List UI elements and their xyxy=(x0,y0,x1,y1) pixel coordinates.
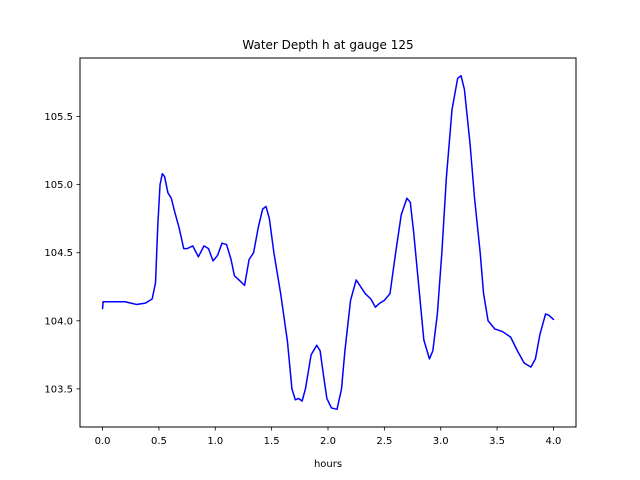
x-tick-label: 1.5 xyxy=(264,436,280,447)
x-tick-label: 0.5 xyxy=(151,436,167,447)
y-tick-label: 103.5 xyxy=(44,384,73,395)
x-tick-label: 2.5 xyxy=(376,436,392,447)
x-axis-ticks: 0.0 0.5 1.0 1.5 2.0 2.5 3.0 3.5 4.0 xyxy=(95,427,562,447)
series-line-water-depth xyxy=(101,74,555,411)
y-tick-label: 104.5 xyxy=(44,248,73,259)
x-axis-label: hours xyxy=(314,459,342,470)
x-tick-label: 1.0 xyxy=(207,436,223,447)
y-axis-ticks: 103.5 104.0 104.5 105.0 105.5 xyxy=(44,112,80,395)
axes-frame xyxy=(79,57,577,428)
x-tick-label: 3.0 xyxy=(433,436,449,447)
x-tick-label: 3.5 xyxy=(489,436,505,447)
x-tick-label: 4.0 xyxy=(546,436,562,447)
y-tick-label: 105.0 xyxy=(44,180,73,191)
chart-title: Water Depth h at gauge 125 xyxy=(242,38,413,52)
y-tick-label: 105.5 xyxy=(44,112,73,123)
x-tick-label: 2.0 xyxy=(320,436,336,447)
x-tick-label: 0.0 xyxy=(95,436,111,447)
y-tick-label: 104.0 xyxy=(44,316,73,327)
